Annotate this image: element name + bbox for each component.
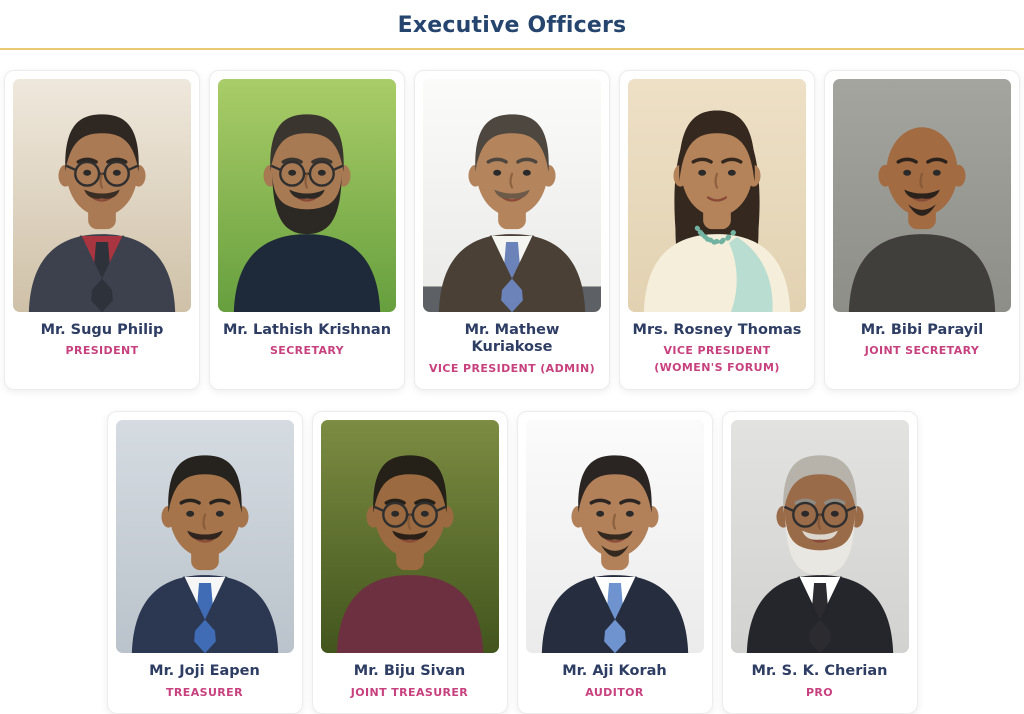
officer-avatar-illustration (730, 420, 909, 654)
page-title: Executive Officers (397, 13, 627, 38)
officer-photo (525, 420, 704, 654)
officer-card: Mrs. Rosney Thomas VICE PRESIDENT (WOMEN… (619, 70, 815, 391)
officer-name: Mr. Joji Eapen (149, 663, 260, 680)
officer-name: Mr. Sugu Philip (40, 322, 164, 338)
officer-name: Mr. Mathew Kuriakose (464, 322, 560, 356)
officer-card: Mr. S. K. Cherian PRO (721, 411, 918, 714)
officer-card: Mr. Joji Eapen TREASURER (106, 411, 303, 714)
officer-avatar-illustration (833, 79, 1011, 312)
officer-photo (423, 79, 601, 312)
officer-photo (730, 420, 909, 654)
officer-role: VICE PRESIDENT (WOMEN'S FORUM) (654, 344, 780, 374)
officer-name: Mr. Biju Sivan (353, 663, 466, 680)
officer-avatar-illustration (525, 420, 704, 654)
officer-card: Mr. Bibi Parayil JOINT SECRETARY (824, 70, 1020, 391)
officer-photo (628, 79, 806, 312)
officer-name: Mr. S. K. Cherian (751, 663, 888, 680)
executive-officers-section: Executive Officers Mr. Sugu Philip PRESI… (0, 13, 1024, 714)
officer-role: TREASURER (166, 685, 243, 699)
officer-avatar-illustration (13, 79, 191, 312)
officer-card: Mr. Mathew Kuriakose VICE PRESIDENT (ADM… (414, 70, 610, 391)
officer-card: Mr. Aji Korah AUDITOR (516, 411, 713, 714)
officer-name: Mr. Bibi Parayil (860, 322, 984, 338)
officer-card: Mr. Sugu Philip PRESIDENT (4, 70, 200, 391)
officer-role: JOINT TREASURER (350, 685, 469, 699)
officer-avatar-illustration (423, 79, 601, 312)
officer-avatar-illustration (115, 420, 294, 654)
officer-photo (320, 420, 499, 654)
officer-role: JOINT SECRETARY (864, 344, 980, 358)
officer-card: Mr. Biju Sivan JOINT TREASURER (311, 411, 508, 714)
officer-photo (218, 79, 396, 312)
officer-role: VICE PRESIDENT (ADMIN) (428, 361, 595, 375)
officer-avatar-illustration (320, 420, 499, 654)
officer-role: PRESIDENT (65, 344, 139, 358)
officer-avatar-illustration (218, 79, 396, 312)
officer-name: Mr. Lathish Krishnan (222, 322, 392, 338)
officer-role: PRO (805, 685, 834, 699)
officer-role: AUDITOR (585, 685, 644, 699)
officer-name: Mrs. Rosney Thomas (632, 322, 802, 338)
officer-role: SECRETARY (269, 344, 345, 358)
officer-avatar-illustration (628, 79, 806, 312)
officers-row-1: Mr. Sugu Philip PRESIDENT Mr. Lathish Kr… (0, 70, 1024, 391)
header-divider (0, 48, 1024, 50)
officer-name: Mr. Aji Korah (562, 663, 667, 680)
officers-row-2: Mr. Joji Eapen TREASURER Mr. Biju Sivan … (0, 411, 1024, 714)
officer-photo (833, 79, 1011, 312)
officer-card: Mr. Lathish Krishnan SECRETARY (209, 70, 405, 391)
officer-photo (13, 79, 191, 312)
officer-photo (115, 420, 294, 654)
